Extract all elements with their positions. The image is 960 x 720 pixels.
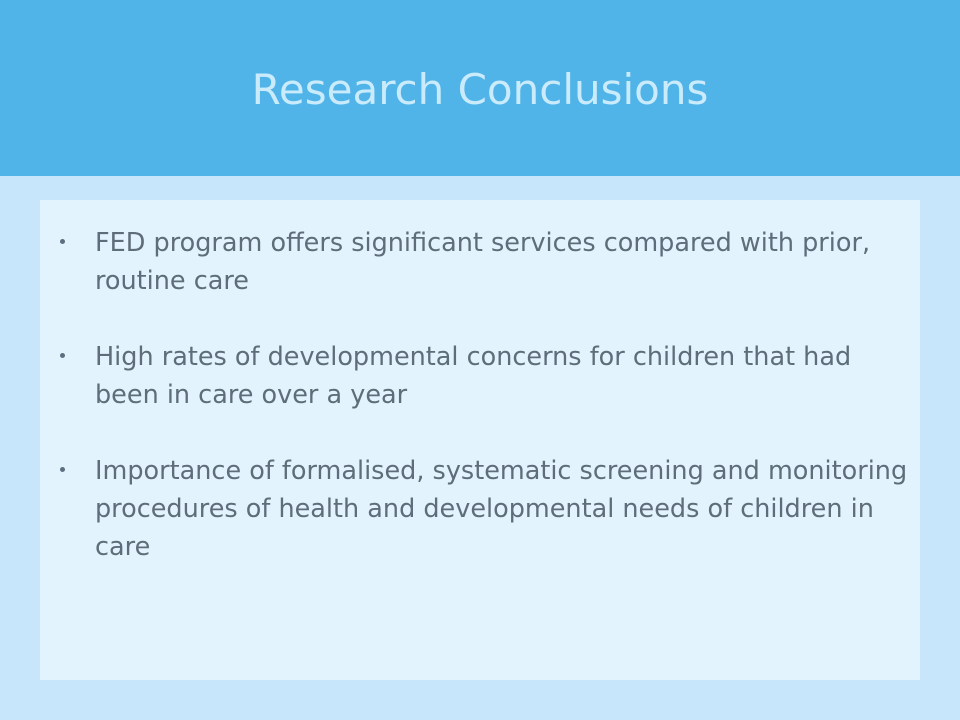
- title-banner: Research Conclusions: [0, 0, 960, 176]
- slide-title: Research Conclusions: [251, 65, 709, 114]
- bullet-dot-icon: [60, 353, 65, 358]
- bullet-text: Importance of formalised, systematic scr…: [95, 456, 908, 562]
- bullet-dot-icon: [60, 239, 65, 244]
- bullet-item: FED program offers significant services …: [60, 224, 910, 300]
- bullet-list: FED program offers significant services …: [60, 224, 910, 604]
- bullet-text: High rates of developmental concerns for…: [95, 342, 852, 410]
- bullet-item: High rates of developmental concerns for…: [60, 338, 910, 414]
- content-panel: FED program offers significant services …: [40, 200, 920, 680]
- bullet-dot-icon: [60, 467, 65, 472]
- bullet-text: FED program offers significant services …: [95, 228, 871, 296]
- bullet-item: Importance of formalised, systematic scr…: [60, 452, 910, 566]
